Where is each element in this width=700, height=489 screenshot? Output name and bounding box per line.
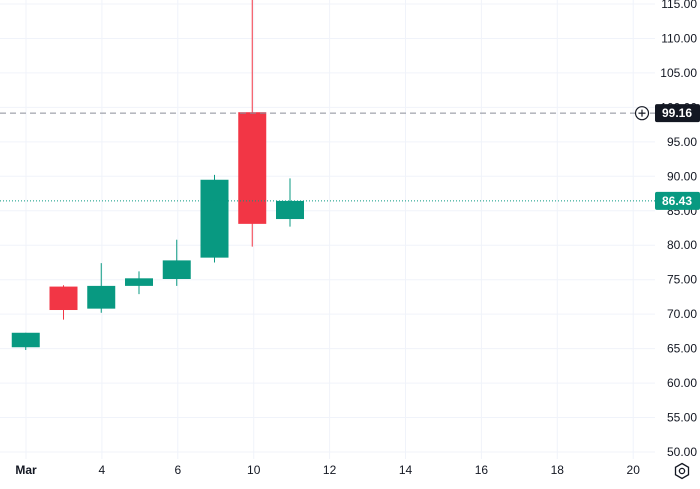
- price-tag-label: 99.16: [662, 106, 692, 120]
- price-tag: [655, 191, 700, 210]
- chart-settings-button[interactable]: [670, 459, 694, 483]
- x-tick-label: 16: [475, 463, 489, 477]
- gear-icon: [674, 462, 690, 480]
- candle-body: [276, 200, 304, 220]
- y-tick-label: 70.00: [667, 307, 697, 321]
- candle-body: [87, 285, 116, 309]
- x-tick-label: 20: [627, 463, 641, 477]
- y-tick-label: 60.00: [667, 376, 697, 390]
- candle: [87, 263, 116, 313]
- y-tick-label: 50.00: [667, 445, 697, 459]
- candle-body: [200, 179, 229, 258]
- grid-lines: [0, 0, 655, 459]
- candle: [11, 332, 40, 350]
- price-lines: [0, 112, 655, 202]
- y-tick-label: 90.00: [667, 169, 697, 183]
- y-tick-label: 75.00: [667, 273, 697, 287]
- candle: [49, 285, 78, 320]
- x-tick-label: 10: [247, 463, 261, 477]
- candle-body: [125, 278, 153, 286]
- y-tick-label: 115.00: [661, 0, 697, 11]
- candle-body: [49, 286, 78, 311]
- candle: [125, 271, 153, 295]
- price-tags: 99.16 86.43: [634, 104, 700, 210]
- price-tag: [655, 104, 700, 123]
- y-tick-label: 105.00: [660, 66, 697, 80]
- x-tick-label: 14: [399, 463, 413, 477]
- candle: [276, 178, 304, 227]
- x-tick-label: 4: [99, 463, 106, 477]
- x-axis: Mar 4 6 10 12 14 16 18 20: [15, 463, 640, 477]
- candle-body: [162, 260, 191, 280]
- candles: [11, 0, 304, 350]
- y-tick-label: 110.00: [661, 31, 697, 45]
- x-tick-label: 12: [323, 463, 337, 477]
- plus-circle-icon[interactable]: [634, 106, 650, 121]
- candle-body: [11, 332, 40, 348]
- price-tag-label: 86.43: [662, 194, 692, 208]
- x-tick-label: 6: [174, 463, 181, 477]
- x-tick-label: 18: [551, 463, 565, 477]
- candle: [238, 0, 267, 247]
- y-tick-label: 55.00: [667, 411, 697, 425]
- y-tick-label: 65.00: [667, 342, 697, 356]
- y-tick-label: 95.00: [667, 135, 697, 149]
- candle: [200, 174, 229, 263]
- y-tick-label: 80.00: [667, 238, 697, 252]
- candle-body: [238, 112, 267, 224]
- x-tick-label: Mar: [15, 463, 37, 477]
- candle: [162, 239, 191, 286]
- y-axis: 50.0055.0060.0065.0070.0075.0080.0085.00…: [660, 0, 697, 459]
